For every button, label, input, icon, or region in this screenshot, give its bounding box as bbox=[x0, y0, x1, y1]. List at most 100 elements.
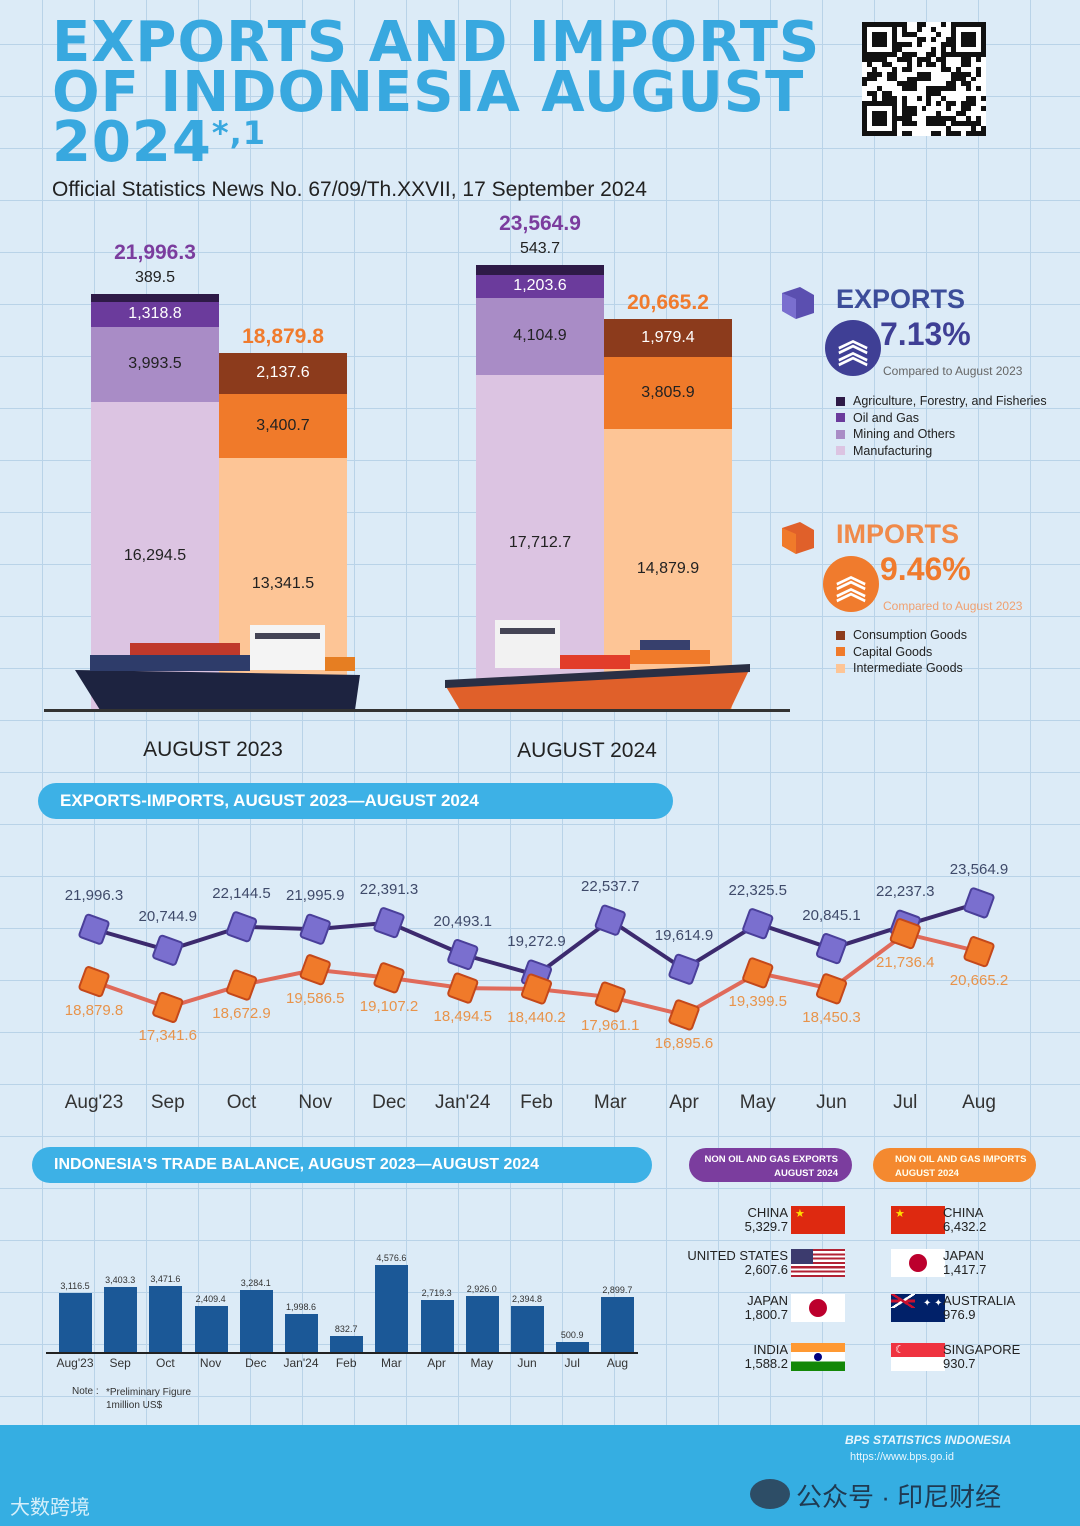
qr-module bbox=[956, 131, 962, 136]
qr-module bbox=[866, 111, 872, 117]
qr-module bbox=[936, 22, 942, 27]
qr-module bbox=[941, 36, 947, 42]
qr-module bbox=[871, 86, 877, 92]
qr-module bbox=[886, 41, 892, 47]
qr-module bbox=[976, 56, 982, 62]
exports-value-label: 19,272.9 bbox=[507, 933, 566, 950]
qr-module bbox=[881, 71, 887, 77]
trade-balance-bar bbox=[601, 1296, 635, 1352]
legend-item: Manufacturing bbox=[836, 443, 1047, 460]
qr-module bbox=[946, 131, 952, 136]
month-label: Jul bbox=[893, 1092, 918, 1113]
qr-module bbox=[941, 46, 947, 52]
country-name: UNITED STATES bbox=[687, 1248, 788, 1263]
qr-module bbox=[866, 106, 872, 112]
qr-module bbox=[901, 131, 907, 136]
qr-module bbox=[981, 96, 986, 102]
country-value: 930.7 bbox=[943, 1356, 976, 1371]
qr-module bbox=[862, 41, 867, 47]
qr-module bbox=[862, 131, 867, 136]
qr-module bbox=[901, 101, 907, 107]
qr-module bbox=[901, 31, 907, 37]
qr-code[interactable] bbox=[862, 22, 986, 136]
qr-module bbox=[866, 41, 872, 47]
cn-flag-icon: ★ bbox=[891, 1206, 945, 1234]
qr-module bbox=[976, 31, 982, 37]
in-flag-icon bbox=[791, 1343, 845, 1371]
qr-module bbox=[981, 71, 986, 77]
qr-module bbox=[896, 46, 902, 52]
qr-module bbox=[901, 96, 907, 102]
qr-module bbox=[941, 106, 947, 112]
qr-module bbox=[951, 71, 957, 77]
qr-module bbox=[981, 61, 986, 67]
qr-module bbox=[901, 116, 907, 122]
qr-module bbox=[886, 26, 892, 32]
qr-module bbox=[876, 56, 882, 62]
qr-module bbox=[862, 36, 867, 42]
trade-balance-month: Dec bbox=[245, 1356, 267, 1370]
exports-value-label: 20,744.9 bbox=[138, 908, 197, 926]
qr-module bbox=[911, 131, 917, 136]
qr-module bbox=[921, 126, 927, 132]
import-total-label: 18,879.8 bbox=[242, 325, 324, 349]
qr-module bbox=[946, 81, 952, 87]
exports-value-label: 22,144.5 bbox=[212, 884, 271, 902]
imports-value-label: 17,341.6 bbox=[138, 1027, 197, 1045]
import-segment-consumption-goods: 1,979.4 bbox=[604, 319, 732, 357]
qr-module bbox=[916, 22, 922, 27]
qr-module bbox=[966, 66, 972, 72]
qr-module bbox=[876, 51, 882, 57]
qr-module bbox=[981, 106, 986, 112]
qr-module bbox=[891, 61, 897, 67]
qr-module bbox=[941, 131, 947, 136]
qr-module bbox=[906, 116, 912, 122]
qr-module bbox=[966, 41, 972, 47]
exports-value-label: 21,995.9 bbox=[286, 887, 345, 905]
month-label: Nov bbox=[298, 1092, 333, 1113]
qr-module bbox=[906, 71, 912, 77]
qr-module bbox=[921, 66, 927, 72]
qr-module bbox=[981, 51, 986, 57]
qr-module bbox=[862, 86, 867, 92]
trade-balance-bar bbox=[285, 1314, 318, 1352]
month-label: Aug bbox=[962, 1092, 996, 1113]
qr-module bbox=[886, 71, 892, 77]
qr-module bbox=[896, 111, 902, 117]
us-flag-icon bbox=[791, 1249, 845, 1277]
qr-module bbox=[966, 76, 972, 82]
qr-module bbox=[921, 46, 927, 52]
qr-module bbox=[981, 101, 986, 107]
qr-module bbox=[921, 111, 927, 117]
qr-module bbox=[866, 56, 872, 62]
qr-module bbox=[901, 121, 907, 127]
exports-value-label: 19,614.9 bbox=[654, 927, 714, 945]
qr-module bbox=[956, 36, 962, 42]
qr-module bbox=[981, 26, 986, 32]
qr-module bbox=[886, 36, 892, 42]
qr-module bbox=[876, 111, 882, 117]
imports-point bbox=[889, 918, 921, 950]
qr-module bbox=[876, 71, 882, 77]
qr-module bbox=[891, 76, 897, 82]
qr-module bbox=[871, 26, 877, 32]
qr-module bbox=[866, 86, 872, 92]
qr-module bbox=[866, 51, 872, 57]
exports-value-label: 22,537.7 bbox=[581, 878, 640, 896]
qr-module bbox=[966, 36, 972, 42]
bps-url[interactable]: https://www.bps.go.id bbox=[850, 1451, 954, 1463]
qr-module bbox=[871, 126, 877, 132]
qr-module bbox=[906, 76, 912, 82]
qr-module bbox=[971, 86, 977, 92]
qr-module bbox=[871, 121, 877, 127]
qr-module bbox=[891, 66, 897, 72]
qr-module bbox=[911, 86, 917, 92]
month-label: May bbox=[739, 1092, 776, 1113]
qr-module bbox=[976, 61, 982, 67]
imports-value-label: 18,440.2 bbox=[507, 1008, 566, 1026]
qr-module bbox=[971, 66, 977, 72]
qr-module bbox=[862, 111, 867, 117]
qr-module bbox=[896, 31, 902, 37]
qr-module bbox=[971, 31, 977, 37]
qr-module bbox=[971, 81, 977, 87]
